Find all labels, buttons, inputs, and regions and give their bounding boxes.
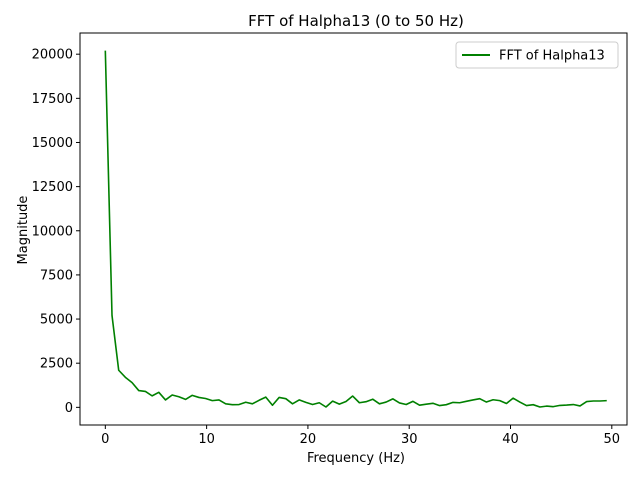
y-tick-label: 12500 [32,180,73,195]
legend-entry-label: FFT of Halpha13 [499,49,605,64]
y-tick-label: 20000 [32,48,73,63]
x-tick-label: 40 [502,432,519,447]
y-tick-label: 7500 [40,268,73,283]
x-tick-label: 20 [300,432,317,447]
chart-title: FFT of Halpha13 (0 to 50 Hz) [248,12,464,30]
series-layer [104,50,607,408]
y-tick-label: 0 [65,401,73,416]
x-tick-label: 30 [401,432,418,447]
y-axis: 0 2500 5000 7500 10000 12500 15000 17500 20000 [32,48,80,416]
legend-box [455,41,619,69]
x-tick-label: 10 [198,432,215,447]
x-axis-label: Frequency (Hz) [307,451,405,466]
plot-area [79,32,628,426]
legend: FFT of Halpha13 [455,41,619,69]
axes-frame [79,32,628,426]
y-tick-label: 2500 [40,357,73,372]
y-axis-label: Magnitude [16,196,31,265]
x-tick-label: 50 [604,432,621,447]
x-tick-label: 0 [101,432,109,447]
series-line [104,50,607,408]
y-tick-label: 10000 [32,224,73,239]
y-tick-label: 17500 [32,92,73,107]
y-tick-label: 5000 [40,313,73,328]
x-axis: 0 10 20 30 40 50 [101,425,620,447]
y-tick-label: 15000 [32,136,73,151]
